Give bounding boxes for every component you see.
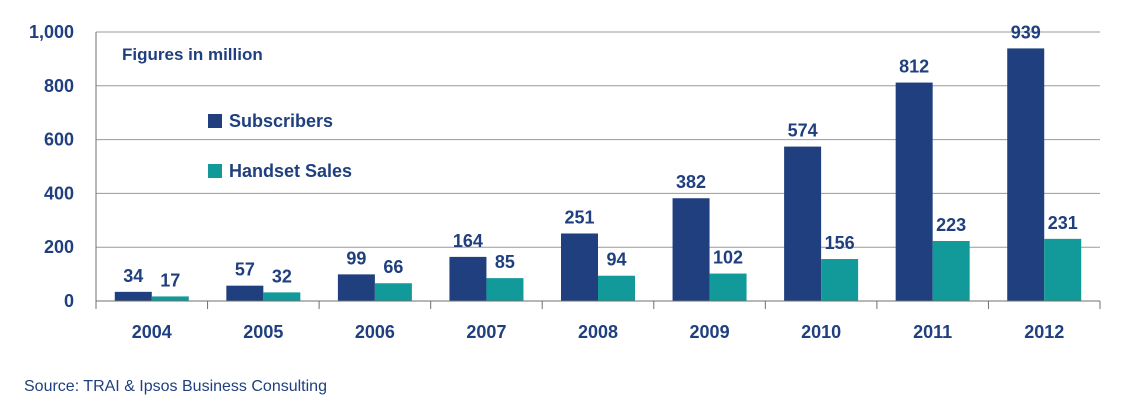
x-axis: 2004 2005 2006 2007 2008 2009 2010 2011 2012 [95,300,1101,342]
bar-subscribers [1007,48,1045,302]
bar-subscribers [449,256,487,301]
data-label: 17 [160,270,180,290]
y-tick-label: 800 [44,76,74,96]
data-labels: 34 17 57 32 99 66 164 85 251 94 382 102 574 156 812 223… [123,22,1077,290]
bar-handset-sales [821,259,859,301]
bar-handset-sales [1044,238,1082,301]
data-label: 164 [453,231,483,251]
bar-subscribers [561,233,598,301]
data-label: 66 [383,257,403,277]
x-tick-label: 2010 [801,322,841,342]
legend-label: Handset Sales [229,161,352,181]
x-tick-label: 2008 [578,322,618,342]
y-tick-label: 1,000 [29,22,74,42]
source-note: Source: TRAI & Ipsos Business Consulting [24,378,327,395]
units-annotation: Figures in million [122,45,263,64]
data-label: 85 [495,252,515,272]
bar-subscribers [784,146,822,301]
y-tick-label: 200 [44,237,74,257]
bar-handset-sales [151,296,189,301]
bar-handset-sales [932,241,970,301]
bar-handset-sales [263,292,301,301]
bar-handset-sales [486,278,524,301]
data-label: 231 [1048,213,1078,233]
bar-subscribers [114,291,152,301]
legend-swatch [208,164,222,178]
bar-subscribers [337,274,375,301]
bar-handset-sales [598,275,635,301]
data-label: 57 [235,260,255,280]
y-tick-label: 600 [44,130,74,150]
data-label: 574 [788,121,818,141]
bar-subscribers [226,285,264,301]
x-tick-label: 2009 [690,322,730,342]
y-axis: 0 200 400 600 800 1,000 [29,22,97,311]
data-label: 223 [936,215,966,235]
x-tick-label: 2007 [466,322,506,342]
bars [114,48,1082,302]
legend: Subscribers Handset Sales [208,111,352,181]
data-label: 251 [564,207,594,227]
x-tick-label: 2011 [913,322,952,342]
y-tick-label: 400 [44,183,74,203]
bar-subscribers [895,82,933,302]
bar-handset-sales [709,273,747,301]
data-label: 939 [1011,22,1041,42]
bar-subscribers [672,198,710,301]
data-label: 32 [272,266,292,286]
x-tick-label: 2006 [355,322,395,342]
legend-swatch [208,114,222,128]
x-tick-label: 2005 [243,322,283,342]
data-label: 812 [899,57,929,77]
x-tick-label: 2004 [132,322,172,342]
data-label: 382 [676,172,706,192]
data-label: 156 [825,233,855,253]
legend-label: Subscribers [229,111,333,131]
y-tick-label: 0 [64,291,74,311]
data-label: 99 [346,248,366,268]
x-tick-label: 2012 [1024,322,1064,342]
bar-handset-sales [374,283,412,301]
data-label: 94 [606,250,626,270]
data-label: 34 [123,266,143,286]
data-label: 102 [713,248,743,268]
